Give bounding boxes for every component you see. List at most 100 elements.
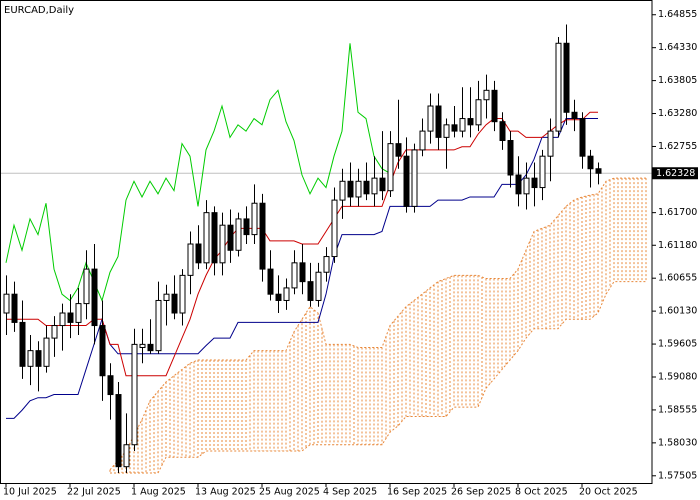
candle-body	[307, 281, 314, 301]
candle-body	[395, 143, 402, 157]
candle-body	[347, 180, 354, 198]
candle-body	[411, 149, 418, 207]
candle-body	[155, 299, 162, 352]
y-tick-label: 1.57505	[658, 470, 697, 481]
candle-body	[27, 350, 34, 367]
candle-body	[403, 155, 410, 207]
candle-body	[19, 321, 26, 367]
candle-body	[427, 105, 434, 132]
candle-body	[43, 337, 50, 367]
y-tick-label: 1.64330	[658, 42, 697, 53]
candle-body	[443, 124, 450, 138]
y-tick-label: 1.64855	[658, 9, 697, 20]
candle-body	[483, 89, 490, 101]
x-tick-label: 4 Sep 2025	[323, 487, 377, 498]
candle-body	[107, 375, 114, 396]
candle-body	[523, 177, 530, 195]
candle-body	[211, 212, 218, 264]
candle-body	[3, 293, 10, 314]
plot-frame	[0, 0, 653, 484]
chart-title: EURCAD,Daily	[4, 5, 74, 16]
y-tick-label: 1.63805	[658, 75, 697, 86]
candle-body	[219, 224, 226, 264]
candle-body	[507, 140, 514, 176]
candle-body	[11, 293, 18, 323]
candle-body	[91, 268, 98, 327]
axis-layer: 1.64855 1.64330 1.63805 1.63280 1.62755 1.617…	[3, 9, 698, 498]
candle-body	[115, 394, 122, 468]
y-tick-label: 1.60655	[658, 273, 697, 284]
candle-body	[83, 268, 90, 305]
x-tick-label: 26 Sep 2025	[451, 487, 511, 498]
candle-body	[595, 168, 602, 174]
candle-body	[555, 42, 562, 132]
candle-body	[75, 303, 82, 323]
candle-body	[283, 287, 290, 301]
y-tick-label: 1.62755	[658, 141, 697, 152]
y-tick-label: 1.60130	[658, 306, 697, 317]
candle-body	[467, 118, 474, 126]
candle-body	[387, 143, 394, 192]
candle-body	[51, 325, 58, 339]
candle-body	[331, 199, 338, 258]
candle-body	[419, 130, 426, 151]
candle-body	[187, 243, 194, 276]
candle-body	[243, 218, 250, 236]
y-tick-label: 1.58030	[658, 437, 697, 448]
x-tick-label: 1 Aug 2025	[131, 487, 186, 498]
y-tick-label: 1.63280	[658, 108, 697, 119]
candle-body	[563, 42, 570, 113]
candle-body	[371, 177, 378, 195]
candle-body	[435, 105, 442, 138]
x-tick-label: 13 Aug 2025	[195, 487, 256, 498]
candle-body	[259, 202, 266, 270]
candle-body	[235, 218, 242, 251]
y-tick-label: 1.59080	[658, 371, 697, 382]
candle-body	[355, 180, 362, 198]
candle-body	[299, 262, 306, 283]
x-tick-label: 10 Jul 2025	[3, 487, 57, 498]
candle-body	[203, 212, 210, 264]
candle-body	[131, 343, 138, 446]
candle-body	[275, 293, 282, 301]
candle-body	[195, 243, 202, 264]
y-tick-label: 1.61180	[658, 240, 697, 251]
y-tick-label: 1.59605	[658, 339, 697, 350]
candle-body	[59, 312, 66, 327]
candle-body	[515, 174, 522, 195]
candle-body	[171, 293, 178, 314]
candle-body	[139, 343, 146, 349]
candle-body	[539, 155, 546, 189]
candle-layer	[3, 24, 602, 473]
candle-body	[475, 99, 482, 126]
candle-body	[451, 124, 458, 132]
candle-body	[491, 89, 498, 123]
candle-body	[547, 130, 554, 157]
candle-body	[339, 180, 346, 201]
span-a-line	[109, 177, 646, 471]
candle-body	[499, 121, 506, 142]
candle-body	[315, 271, 322, 301]
x-tick-label: 25 Aug 2025	[259, 487, 320, 498]
candle-body	[35, 350, 42, 367]
candle-body	[227, 224, 234, 251]
candle-body	[251, 202, 258, 236]
x-tick-label: 20 Oct 2025	[579, 487, 638, 498]
current-price-label: 1.62328	[656, 168, 695, 179]
x-tick-label: 8 Oct 2025	[515, 487, 568, 498]
candle-body	[571, 111, 578, 120]
candle-body	[579, 118, 586, 157]
span-b-line	[110, 281, 646, 474]
candle-body	[531, 177, 538, 189]
candle-body	[379, 177, 386, 192]
cloud-layer	[0, 172, 652, 474]
candle-body	[163, 293, 170, 301]
candle-body	[363, 180, 370, 195]
candle-body	[291, 262, 298, 289]
x-tick-label: 22 Jul 2025	[67, 487, 121, 498]
candle-body	[123, 444, 130, 468]
candle-body	[267, 268, 274, 295]
candle-body	[147, 343, 154, 352]
y-tick-label: 1.58555	[658, 404, 697, 415]
